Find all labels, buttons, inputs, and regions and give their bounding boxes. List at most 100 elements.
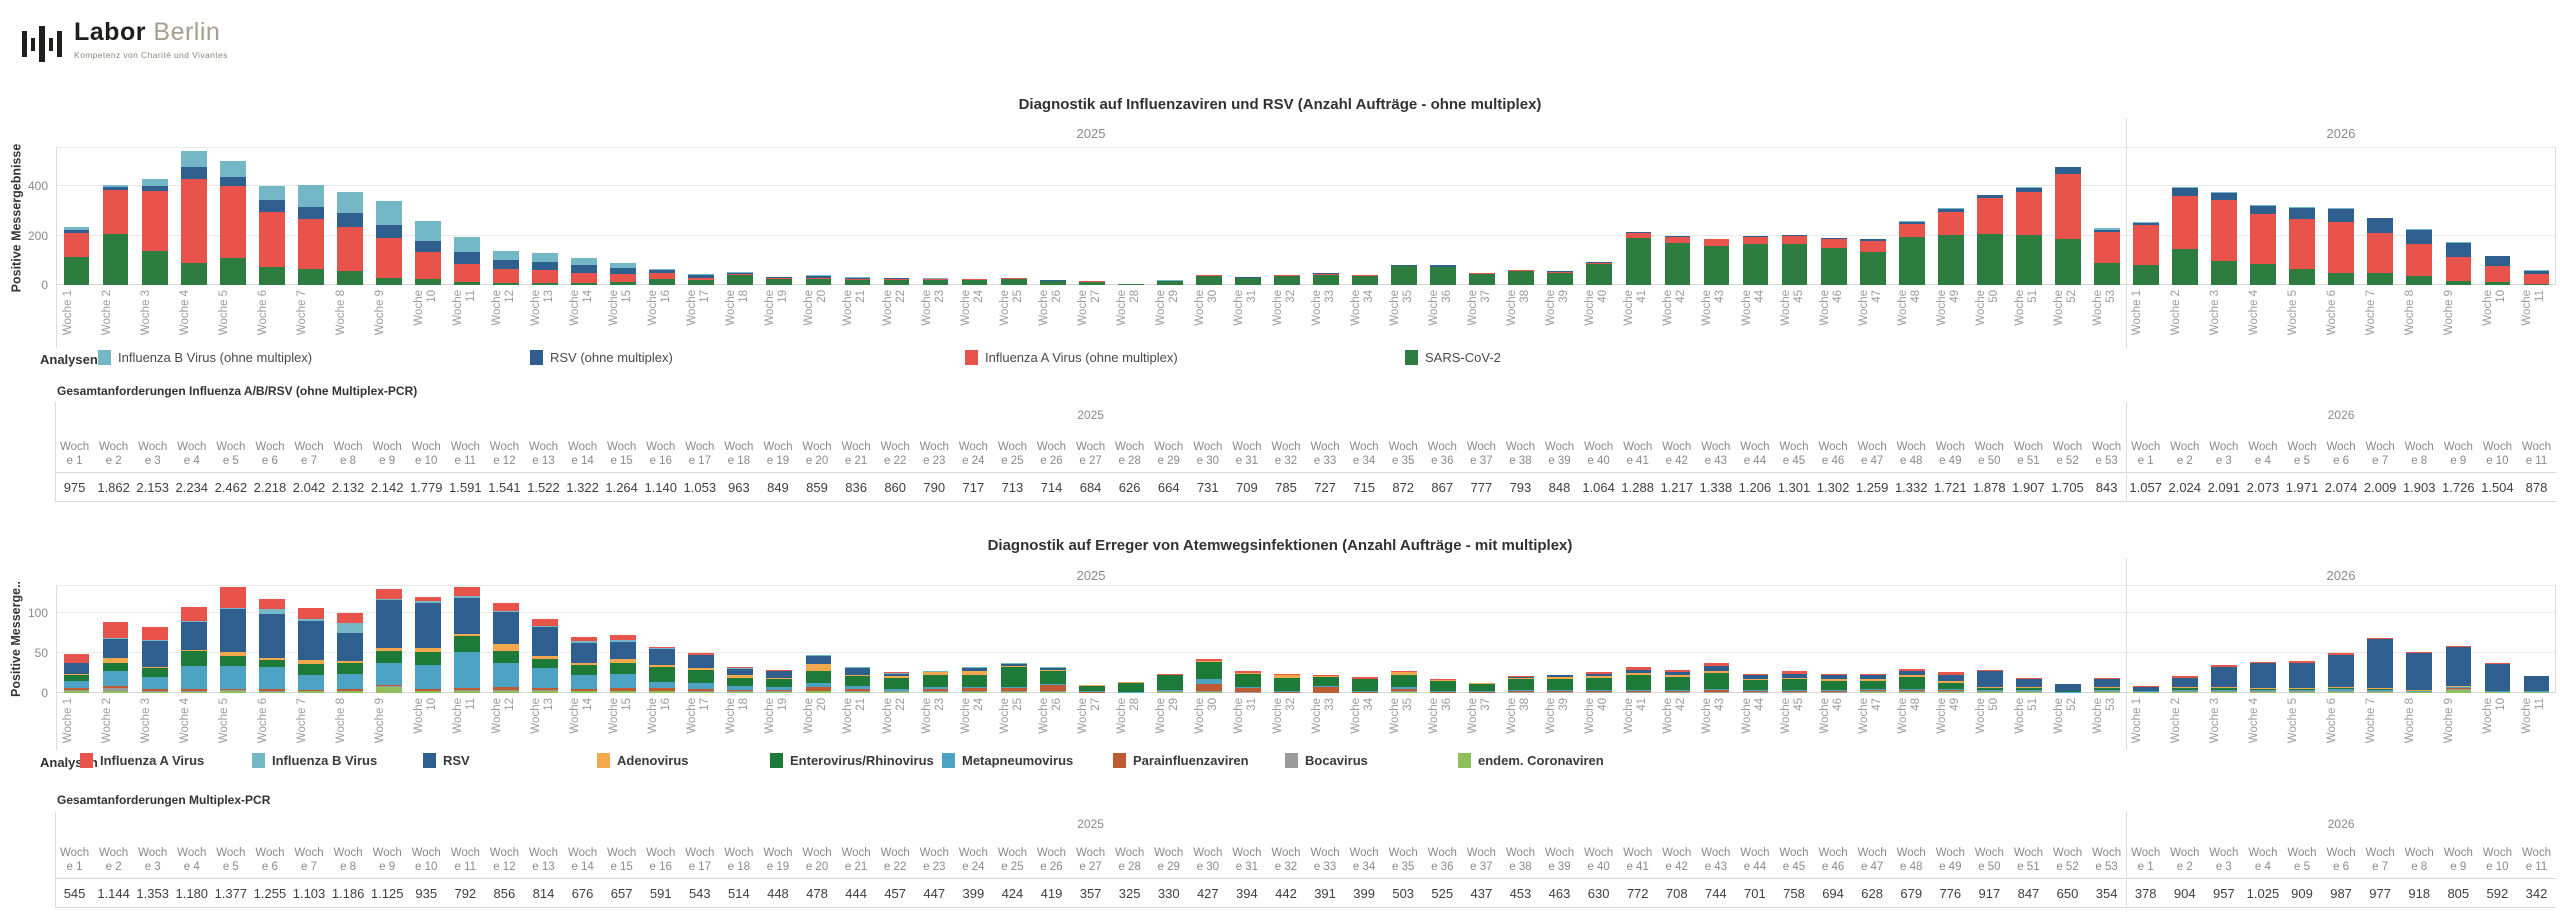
table-cell[interactable]: 1.064 — [1582, 479, 1615, 495]
bar-segment[interactable] — [1196, 679, 1222, 685]
table-cell[interactable]: 1.140 — [644, 479, 677, 495]
bar-segment[interactable] — [532, 261, 558, 271]
stacked-bar[interactable] — [1117, 681, 1144, 693]
bar-segment[interactable] — [805, 656, 832, 665]
legend-item[interactable]: SARS-CoV-2 — [1405, 350, 1501, 365]
table-cell[interactable]: 2.073 — [2246, 479, 2280, 495]
bar-segment[interactable] — [1703, 689, 1730, 693]
legend-item[interactable]: Adenovirus — [597, 753, 689, 768]
bar-segment[interactable] — [376, 598, 402, 601]
bar-segment[interactable] — [727, 669, 754, 676]
stacked-bar[interactable] — [1274, 673, 1300, 693]
bar-segment[interactable] — [1859, 689, 1886, 690]
bar-segment[interactable] — [805, 654, 832, 656]
bar-segment[interactable] — [141, 191, 168, 251]
table-cell[interactable]: 977 — [2369, 885, 2391, 901]
week-header[interactable]: Woch e 10 — [2482, 441, 2512, 467]
bar-segment[interactable] — [1976, 669, 2003, 671]
bar-segment[interactable] — [336, 690, 363, 692]
bar-segment[interactable] — [2328, 654, 2355, 688]
week-header[interactable]: Woch e 19 — [763, 847, 793, 873]
bar-segment[interactable] — [1078, 685, 1105, 692]
bar-segment[interactable] — [1196, 684, 1222, 692]
bar-segment[interactable] — [571, 642, 598, 663]
bar-segment[interactable] — [102, 657, 129, 664]
table-cell[interactable]: 592 — [2486, 885, 2509, 901]
bar-segment[interactable] — [1196, 276, 1222, 285]
week-header[interactable]: Woch e 24 — [958, 441, 988, 467]
bar-segment[interactable] — [2055, 174, 2081, 239]
table-cell[interactable]: 1.217 — [1660, 479, 1694, 495]
bar-segment[interactable] — [1508, 690, 1535, 693]
bar-segment[interactable] — [1703, 689, 1730, 690]
bar-segment[interactable] — [493, 260, 519, 269]
week-header[interactable]: Woch e 6 — [255, 441, 285, 467]
bar-segment[interactable] — [766, 669, 793, 671]
bar-segment[interactable] — [2367, 690, 2394, 692]
table-cell[interactable]: 1.878 — [1973, 479, 2006, 495]
stacked-bar[interactable] — [1313, 674, 1339, 693]
bar-segment[interactable] — [610, 635, 637, 641]
bar-segment[interactable] — [2406, 244, 2433, 277]
bar-segment[interactable] — [1039, 668, 1066, 670]
table-cell[interactable]: 792 — [454, 885, 477, 901]
bar-segment[interactable] — [1898, 671, 1925, 676]
table-cell[interactable]: 457 — [884, 885, 907, 901]
bar-segment[interactable] — [805, 690, 832, 692]
bar-segment[interactable] — [102, 688, 129, 692]
bar-segment[interactable] — [571, 690, 598, 692]
bar-segment[interactable] — [493, 650, 519, 663]
week-header[interactable]: Woch e 11 — [450, 847, 480, 873]
bar-segment[interactable] — [1430, 680, 1457, 682]
week-header[interactable]: Woch e 26 — [1036, 441, 1067, 467]
bar-segment[interactable] — [2289, 689, 2316, 691]
bar-segment[interactable] — [1937, 689, 1964, 692]
bar-segment[interactable] — [454, 282, 480, 285]
week-header[interactable]: Woch e 20 — [802, 847, 832, 873]
bar-segment[interactable] — [2328, 688, 2355, 690]
bar-segment[interactable] — [2289, 692, 2316, 693]
week-header[interactable]: Woch e 40 — [1583, 847, 1614, 873]
legend-item[interactable]: Enterovirus/Rhinovirus — [770, 753, 934, 768]
week-header[interactable]: Woch e 25 — [997, 441, 1028, 467]
bar-segment[interactable] — [1898, 236, 1925, 285]
bar-segment[interactable] — [688, 668, 715, 670]
bar-segment[interactable] — [415, 690, 441, 692]
bar-segment[interactable] — [63, 256, 90, 285]
bar-segment[interactable] — [2367, 688, 2394, 690]
bar-segment[interactable] — [922, 279, 949, 281]
bar-segment[interactable] — [2289, 218, 2316, 269]
bar-segment[interactable] — [1156, 673, 1183, 675]
table-cell[interactable]: 859 — [806, 479, 828, 495]
week-header[interactable]: Woch e 17 — [685, 847, 715, 873]
bar-segment[interactable] — [2523, 692, 2550, 693]
bar-segment[interactable] — [1274, 275, 1300, 277]
bar-segment[interactable] — [454, 251, 480, 264]
bar-segment[interactable] — [727, 271, 754, 273]
bar-segment[interactable] — [1235, 688, 1261, 693]
bar-segment[interactable] — [1391, 265, 1417, 285]
bar-segment[interactable] — [219, 586, 246, 609]
bar-segment[interactable] — [2015, 687, 2042, 689]
table-cell[interactable]: 391 — [1314, 885, 1336, 901]
bar-segment[interactable] — [336, 226, 363, 271]
bar-segment[interactable] — [1937, 689, 1964, 690]
stacked-bar[interactable] — [766, 669, 793, 693]
bar-segment[interactable] — [219, 186, 246, 259]
stacked-bar[interactable] — [1703, 238, 1730, 285]
bar-segment[interactable] — [2367, 218, 2394, 234]
stacked-bar[interactable] — [649, 269, 676, 285]
week-header[interactable]: Woch e 10 — [2482, 847, 2512, 873]
week-header[interactable]: Woch e 48 — [1896, 847, 1926, 873]
stacked-bar[interactable] — [297, 608, 324, 693]
bar-segment[interactable] — [844, 666, 871, 668]
bar-segment[interactable] — [2094, 677, 2120, 679]
bar-segment[interactable] — [2289, 208, 2316, 219]
bar-segment[interactable] — [1469, 691, 1496, 693]
week-header[interactable]: Woch e 15 — [607, 441, 637, 467]
table-cell[interactable]: 1.053 — [683, 479, 717, 495]
bar-segment[interactable] — [1586, 690, 1613, 693]
bar-segment[interactable] — [2445, 689, 2472, 693]
stacked-bar[interactable] — [805, 654, 832, 693]
bar-segment[interactable] — [1547, 674, 1574, 676]
